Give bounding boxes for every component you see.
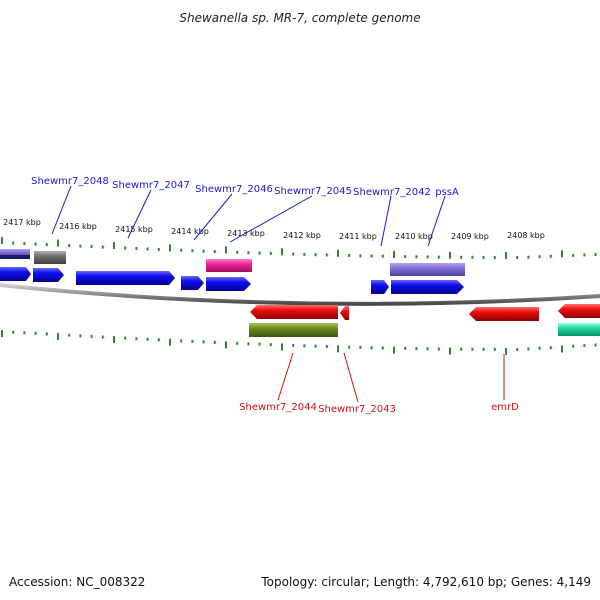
gene-arrow[interactable] — [371, 280, 389, 294]
gene-arrow[interactable] — [250, 305, 338, 319]
gene-label[interactable]: Shewmr7_2047 — [112, 180, 190, 191]
gene-feature[interactable] — [34, 251, 66, 264]
gene-label[interactable]: emrD — [491, 402, 519, 413]
reverse-label-leaders — [277, 352, 505, 403]
forward-gene-labels: Shewmr7_2048 Shewmr7_2047 Shewmr7_2046 S… — [31, 176, 459, 198]
genome-summary-text: Topology: circular; Length: 4,792,610 bp… — [260, 575, 591, 589]
reverse-inner-track — [250, 304, 600, 321]
gene-label[interactable]: Shewmr7_2042 — [353, 187, 431, 198]
gene-label[interactable]: Shewmr7_2046 — [195, 184, 273, 195]
ruler-label: 2410 kbp — [395, 232, 433, 241]
gene-arrow[interactable] — [558, 304, 600, 318]
gene-arrow[interactable] — [206, 277, 251, 291]
gene-label[interactable]: Shewmr7_2043 — [318, 404, 396, 415]
ruler-label: 2409 kbp — [451, 232, 489, 241]
ruler-label: 2417 kbp — [3, 218, 41, 227]
ruler-label: 2416 kbp — [59, 222, 97, 231]
gene-arrow[interactable] — [469, 307, 539, 321]
forward-outer-track — [0, 249, 465, 276]
gene-arrow[interactable] — [391, 280, 464, 294]
ruler-label: 2412 kbp — [283, 231, 321, 240]
gene-arrow[interactable] — [76, 271, 175, 285]
page-title: Shewanella sp. MR-7, complete genome — [179, 11, 420, 25]
gene-feature[interactable] — [249, 323, 338, 337]
ruler-label: 2408 kbp — [507, 231, 545, 240]
ruler-labels: 2417 kbp 2416 kbp 2415 kbp 2414 kbp 2413… — [3, 218, 545, 241]
gene-arrow[interactable] — [340, 306, 349, 320]
forward-inner-track — [0, 267, 464, 294]
lower-ruler-ticks — [1, 330, 597, 355]
forward-label-leaders — [51, 185, 446, 247]
gene-label[interactable]: Shewmr7_2045 — [274, 186, 352, 197]
gene-feature[interactable] — [0, 249, 30, 257]
gene-label[interactable]: pssA — [435, 187, 459, 198]
genome-backbone — [0, 283, 600, 306]
upper-ruler-ticks — [1, 237, 597, 259]
gene-feature[interactable] — [390, 263, 465, 276]
gene-feature[interactable] — [206, 259, 252, 272]
reverse-gene-labels: Shewmr7_2044 Shewmr7_2043 emrD — [239, 402, 519, 415]
gene-feature[interactable] — [0, 255, 30, 259]
reverse-outer-track — [249, 323, 600, 337]
gene-arrow[interactable] — [0, 267, 31, 281]
ruler-label: 2411 kbp — [339, 232, 377, 241]
ruler-label: 2414 kbp — [171, 227, 209, 236]
gene-arrow[interactable] — [33, 268, 64, 282]
gene-feature[interactable] — [558, 323, 600, 336]
accession-text: Accession: NC_008322 — [9, 575, 145, 589]
gene-label[interactable]: Shewmr7_2048 — [31, 176, 109, 187]
ruler-label: 2415 kbp — [115, 225, 153, 234]
gene-label[interactable]: Shewmr7_2044 — [239, 402, 317, 413]
gene-arrow[interactable] — [181, 276, 204, 290]
